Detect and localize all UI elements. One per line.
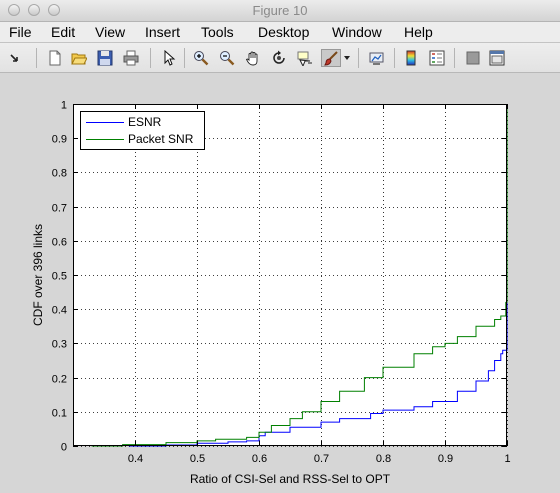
x-tick-label: 0.6 <box>252 453 267 465</box>
hide-plot-tools-icon[interactable] <box>464 49 482 67</box>
close-window-button[interactable] <box>8 4 20 16</box>
open-file-icon[interactable] <box>70 49 88 67</box>
link-plot-icon[interactable] <box>368 49 386 67</box>
y-tick-label: 0.8 <box>52 168 67 180</box>
y-tick-label: 0.5 <box>52 271 67 283</box>
toolbar-separator <box>454 48 455 68</box>
toolbar-separator <box>394 48 395 68</box>
toolbar-separator <box>150 48 151 68</box>
new-figure-icon[interactable] <box>46 49 64 67</box>
menu-tools[interactable]: Tools <box>201 24 234 40</box>
y-tick-label: 1 <box>61 100 67 112</box>
window-title: Figure 10 <box>252 3 308 18</box>
y-tick-label: 0 <box>61 442 67 454</box>
edit-plot-arrow-icon[interactable] <box>160 49 178 67</box>
brush-icon[interactable] <box>321 49 341 67</box>
figure-toolbar <box>0 43 560 73</box>
x-axis-label: Ratio of CSI-Sel and RSS-Sel to OPT <box>190 472 391 486</box>
legend-icon[interactable] <box>428 49 446 67</box>
toolbar-separator <box>184 48 185 68</box>
print-icon[interactable] <box>122 49 140 67</box>
data-cursor-icon[interactable] <box>296 49 314 67</box>
minimize-window-button[interactable] <box>28 4 40 16</box>
menu-help[interactable]: Help <box>404 24 433 40</box>
y-tick-label: 0.1 <box>52 408 67 420</box>
y-tick-label: 0.4 <box>52 305 67 317</box>
brush-dropdown-icon[interactable] <box>342 49 352 67</box>
menu-edit[interactable]: Edit <box>51 24 76 40</box>
series-group <box>91 104 508 447</box>
zoom-out-icon[interactable] <box>218 49 236 67</box>
save-icon[interactable] <box>96 49 114 67</box>
x-tick-label: 0.8 <box>376 453 391 465</box>
rotate-3d-icon[interactable] <box>270 49 288 67</box>
axes-background <box>73 104 507 446</box>
y-tick-label: 0.6 <box>52 237 67 249</box>
x-tick-label: 1 <box>504 453 510 465</box>
x-tick-label: 0.4 <box>128 453 143 465</box>
x-tick-label: 0.9 <box>438 453 453 465</box>
legend[interactable]: ESNR Packet SNR <box>80 111 205 150</box>
series-line-packet-snr <box>91 104 508 447</box>
y-tick-label: 0.3 <box>52 339 67 351</box>
menu-insert[interactable]: Insert <box>145 24 181 40</box>
menu-desktop[interactable]: Desktop <box>258 24 310 40</box>
dock-arrow-icon[interactable] <box>6 49 24 67</box>
toolbar-separator <box>36 48 37 68</box>
show-plot-tools-icon[interactable] <box>488 49 506 67</box>
series-line-esnr <box>128 104 508 447</box>
zoom-in-icon[interactable] <box>192 49 210 67</box>
menu-bar: File Edit View Insert Tools Desktop Wind… <box>0 22 560 43</box>
y-tick-label: 0.9 <box>52 134 67 146</box>
zoom-window-button[interactable] <box>48 4 60 16</box>
x-tick-label: 0.5 <box>190 453 205 465</box>
window-titlebar: Figure 10 <box>0 0 560 22</box>
menu-view[interactable]: View <box>95 24 126 40</box>
legend-label-esnr: ESNR <box>128 115 162 129</box>
toolbar-separator <box>358 48 359 68</box>
y-tick-label: 0.7 <box>52 203 67 215</box>
menu-file[interactable]: File <box>9 24 32 40</box>
x-tick-label: 0.7 <box>314 453 329 465</box>
colorbar-icon[interactable] <box>402 49 420 67</box>
legend-box <box>80 111 205 150</box>
y-tick-label: 0.2 <box>52 374 67 386</box>
legend-label-packet-snr: Packet SNR <box>128 132 194 146</box>
menu-window[interactable]: Window <box>332 24 382 40</box>
cdf-chart: 0.4 0.5 0.6 0.7 0.8 0.9 1 0 0.1 0.2 0.3 0.4 0.5 0.6 0.… <box>31 100 511 487</box>
pan-hand-icon[interactable] <box>244 49 262 67</box>
ticks-group: 0.4 0.5 0.6 0.7 0.8 0.9 1 0 0.1 0.2 0.3 0.4 0.5 0.6 0.… <box>52 100 511 466</box>
figure-canvas: 0.4 0.5 0.6 0.7 0.8 0.9 1 0 0.1 0.2 0.3 0.4 0.5 0.6 0.… <box>0 73 560 493</box>
y-axis-label: CDF over 396 links <box>31 224 45 326</box>
